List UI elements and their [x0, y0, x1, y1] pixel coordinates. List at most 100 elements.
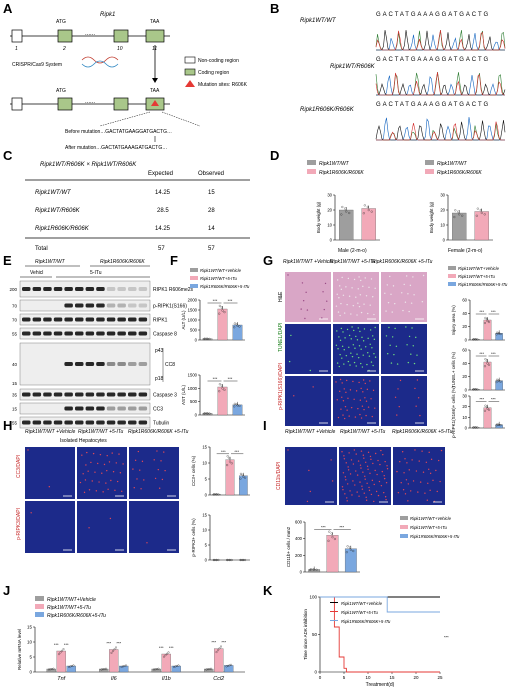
signal-spot: [353, 278, 356, 281]
panel-h-cc3-pripk3: Ripk1WT/WT +Vehicle Ripk1WT/WT +5-ITu Ri…: [16, 429, 250, 563]
data-point: [485, 359, 489, 362]
y-tick-label: 30: [440, 193, 445, 198]
y-tick-label: 1000: [188, 318, 198, 323]
h-row-pripk3: p-RIPK3/DAPI: [16, 508, 22, 540]
signal-spot: [306, 500, 309, 503]
g-pripk1-chart: 0 10 20 30 p-RIPK1(S166)+ cells (%) *** ***: [451, 386, 505, 438]
legend-coding-swatch: [184, 68, 196, 76]
panel-e-western-blot: Ripk1WT/WT Ripk1R606K/R606K Vehicl 5-ITu…: [9, 259, 193, 444]
signal-spot: [415, 336, 417, 339]
seq-after: After mutation…GACTATGAAAGATGACTG…: [65, 145, 167, 151]
blot-band: [75, 420, 84, 425]
signal-spot: [367, 468, 369, 470]
signal-spot: [287, 449, 289, 451]
exon-10-top: [113, 29, 129, 43]
signal-spot: [366, 482, 368, 485]
signal-spot: [360, 387, 362, 390]
signal-spot: [398, 405, 400, 408]
signal-spot: [386, 467, 389, 470]
bar: [344, 548, 357, 573]
y-tick-label: 400: [295, 536, 303, 541]
y-tick-label: 0: [205, 493, 208, 498]
panel-letter-b: B: [270, 1, 279, 16]
blot-band: [64, 317, 73, 322]
band-label: CC3: [153, 407, 163, 413]
signal-spot: [430, 458, 433, 461]
data-point: [203, 412, 206, 415]
data-point: [327, 539, 330, 542]
sig-label: ***: [479, 351, 484, 356]
signal-spot: [364, 397, 366, 399]
blot-band: [22, 392, 31, 397]
signal-spot: [346, 303, 348, 306]
data-point: [226, 558, 229, 562]
mw-marker: 35: [12, 393, 18, 398]
signal-spot: [413, 294, 415, 296]
signal-spot: [383, 477, 386, 480]
signal-spot: [355, 365, 357, 367]
signal-spot: [357, 327, 359, 329]
signal-spot: [391, 336, 394, 338]
blot-band: [96, 406, 105, 411]
blot-band: [96, 331, 105, 336]
data-point: [346, 545, 349, 548]
signal-spot: [410, 490, 412, 492]
sig-label: ***: [221, 449, 226, 454]
panel-d-body-weight: Ripk1WT/WT Ripk1R606K/R606K Ripk1WT/WT R…: [307, 160, 493, 254]
exon-2-top: [57, 29, 73, 43]
blot-band: [128, 406, 137, 411]
signal-spot: [110, 479, 112, 482]
signal-spot: [164, 469, 166, 472]
signal-spot: [363, 457, 365, 459]
y-tick-label: 10: [202, 528, 207, 533]
signal-spot: [346, 483, 349, 485]
y-axis-label: Time since ADK inhibition: [303, 609, 308, 660]
signal-spot: [156, 450, 158, 452]
signal-spot: [340, 302, 342, 305]
blot-band: [138, 317, 148, 322]
signal-spot: [349, 389, 352, 391]
signal-spot: [390, 293, 392, 295]
y-tick-label: 20: [462, 404, 467, 409]
signal-spot: [397, 388, 399, 390]
signal-spot: [141, 460, 144, 463]
signal-spot: [349, 364, 351, 366]
signal-spot: [373, 352, 375, 355]
data-point: [218, 304, 221, 307]
signal-spot: [352, 344, 355, 346]
exon-10-bottom: [113, 97, 129, 111]
signal-spot: [364, 277, 366, 279]
blot-band: [85, 287, 95, 291]
data-point: [484, 316, 487, 320]
signal-spot: [308, 469, 310, 472]
signal-spot: [368, 486, 370, 489]
signal-spot: [345, 286, 347, 288]
signal-spot: [355, 296, 357, 298]
signal-spot: [344, 405, 347, 408]
sig-label: ***: [54, 642, 59, 647]
signal-spot: [374, 469, 376, 472]
signal-spot: [337, 348, 339, 350]
signal-spot: [79, 481, 82, 484]
panel-letter-j: J: [3, 583, 10, 598]
data-point: [58, 653, 60, 656]
data-point: [208, 412, 211, 415]
signal-spot: [358, 276, 360, 278]
data-point: [497, 331, 500, 335]
signal-spot: [394, 327, 396, 330]
blot-band: [75, 362, 84, 366]
signal-spot: [346, 379, 348, 382]
signal-spot: [362, 354, 364, 356]
blot-band: [64, 331, 73, 336]
y-axis-label: TUNEL+ cells (%): [451, 352, 456, 388]
chromatogram-trace: [375, 30, 506, 51]
signal-spot: [369, 343, 371, 346]
y-tick-label: 200: [295, 553, 303, 558]
signal-spot: [343, 458, 346, 460]
signal-spot: [88, 527, 90, 529]
signal-spot: [370, 493, 373, 496]
bar: [483, 407, 492, 429]
panel-a-schematic: Ripk1 ATG TAA ...... 1 2 10 11 CRISPR/Ca…: [10, 12, 248, 151]
j-legend-3: Ripk1R606K/R606K+5-ITu: [47, 613, 106, 619]
